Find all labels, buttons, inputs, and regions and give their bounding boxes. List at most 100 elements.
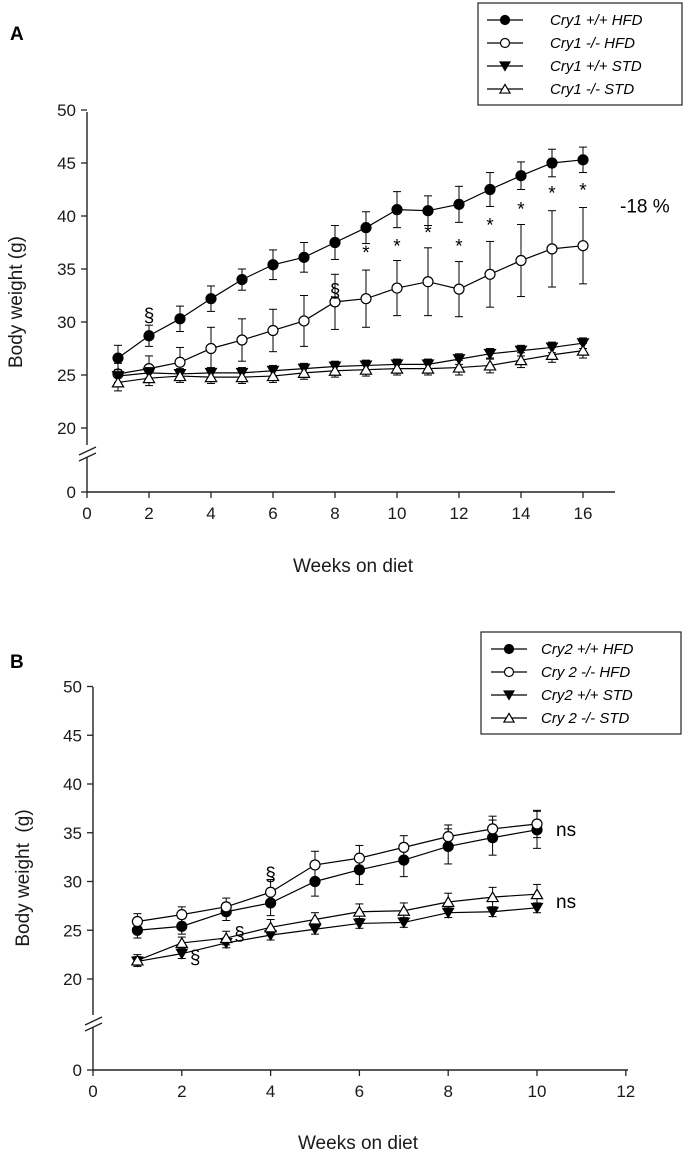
x-tick-label: 0: [88, 1082, 97, 1101]
x-axis-label-a: Weeks on diet: [293, 556, 414, 577]
legend-entry: Cry2 +/+ HFD: [541, 641, 634, 658]
data-point: [329, 236, 341, 249]
side-label: -18 %: [620, 196, 670, 217]
data-point: [328, 364, 342, 376]
data-point: [263, 921, 278, 933]
x-tick-label: 4: [266, 1082, 275, 1101]
y-tick-label: 0: [67, 483, 76, 502]
x-tick-label: 8: [330, 504, 339, 523]
axis-break-a: [78, 445, 98, 462]
legend-entry: Cry1 +/+ STD: [550, 58, 642, 75]
data-point: [298, 315, 310, 327]
data-point: [515, 254, 527, 267]
data-point: [515, 170, 527, 182]
data-point: [219, 931, 233, 944]
section-mark: §: [265, 865, 276, 886]
series-line: [117, 350, 584, 384]
series-open-circle: [112, 207, 589, 386]
data-point: [442, 831, 454, 843]
y-tick-label: 40: [57, 207, 76, 226]
significance-star: *: [455, 237, 463, 258]
series-line: [137, 893, 538, 962]
panel-a: A Weeks on diet Body weight (g) Cry1 +/+…: [6, 2, 683, 577]
significance-star: *: [517, 200, 525, 221]
legend-marker: [499, 14, 511, 26]
y-tick-label: 30: [57, 313, 76, 332]
section-mark: §: [234, 924, 245, 945]
y-tick-label: 0: [73, 1061, 82, 1080]
data-point: [514, 353, 528, 366]
data-point: [421, 362, 435, 374]
data-point: [308, 913, 322, 925]
data-point: [483, 348, 497, 360]
data-point: [174, 313, 186, 325]
data-point: [453, 283, 465, 295]
series-open-triangle-up: [130, 883, 544, 967]
data-point: [235, 370, 249, 383]
y-tick-label: 35: [63, 824, 82, 843]
legend-entry: Cry1 -/- STD: [550, 81, 634, 98]
data-point: [577, 154, 589, 166]
data-point: [176, 909, 188, 921]
significance-star: *: [486, 215, 494, 236]
series-line: [117, 245, 584, 375]
data-point: [267, 259, 279, 271]
x-tick-label: 10: [528, 1082, 547, 1101]
data-point: [204, 370, 218, 383]
y-tick-label: 25: [63, 921, 82, 940]
axis-break-b: [84, 1015, 104, 1032]
series-line: [137, 823, 538, 923]
data-point: [131, 915, 143, 928]
data-point: [452, 361, 466, 373]
data-point: [220, 901, 232, 913]
x-tick-label: 14: [512, 504, 531, 523]
series-filled-circle: [131, 810, 543, 939]
significance-star: *: [579, 181, 587, 202]
data-point: [577, 240, 589, 252]
section-mark: §: [190, 948, 201, 969]
data-point: [441, 895, 455, 908]
data-point: [298, 251, 310, 263]
data-point: [267, 324, 279, 337]
section-mark: §: [330, 281, 341, 302]
y-tick-label: 45: [63, 726, 82, 745]
data-point: [266, 369, 280, 382]
data-point: [545, 348, 559, 360]
panel-label-a: A: [10, 24, 24, 45]
data-point: [205, 342, 217, 355]
data-point: [265, 886, 277, 898]
series-line: [117, 342, 584, 377]
data-point: [142, 371, 156, 384]
data-point: [143, 330, 155, 342]
section-mark: §: [144, 306, 155, 327]
x-tick-label: 10: [388, 504, 407, 523]
data-point: [484, 268, 496, 280]
data-point: [352, 905, 367, 917]
data-point: [205, 293, 217, 305]
data-point: [391, 204, 403, 216]
data-point: [485, 890, 500, 903]
x-tick-label: 6: [268, 504, 277, 523]
legend-entry: Cry1 +/+ HFD: [550, 12, 643, 29]
data-point: [391, 282, 403, 294]
data-point: [175, 936, 189, 949]
legend-marker: [499, 37, 511, 49]
data-point: [514, 345, 528, 357]
side-label: ns: [556, 820, 576, 841]
data-point: [546, 157, 558, 169]
data-point: [487, 823, 499, 835]
data-point: [452, 354, 466, 366]
data-point: [576, 344, 590, 356]
series-filled-circle: [112, 146, 589, 372]
legend-marker: [499, 61, 511, 72]
legend-b: Cry2 +/+ HFD Cry 2 -/- HFD Cry2 +/+ STD Cry…: [480, 631, 682, 735]
significance-star: *: [362, 243, 370, 264]
data-point: [359, 363, 373, 375]
data-point: [483, 359, 497, 371]
y-tick-label: 30: [63, 873, 82, 892]
legend-entry: Cry2 +/+ STD: [541, 687, 633, 704]
data-point: [422, 276, 434, 288]
data-point: [390, 362, 404, 374]
y-tick-label: 35: [57, 260, 76, 279]
